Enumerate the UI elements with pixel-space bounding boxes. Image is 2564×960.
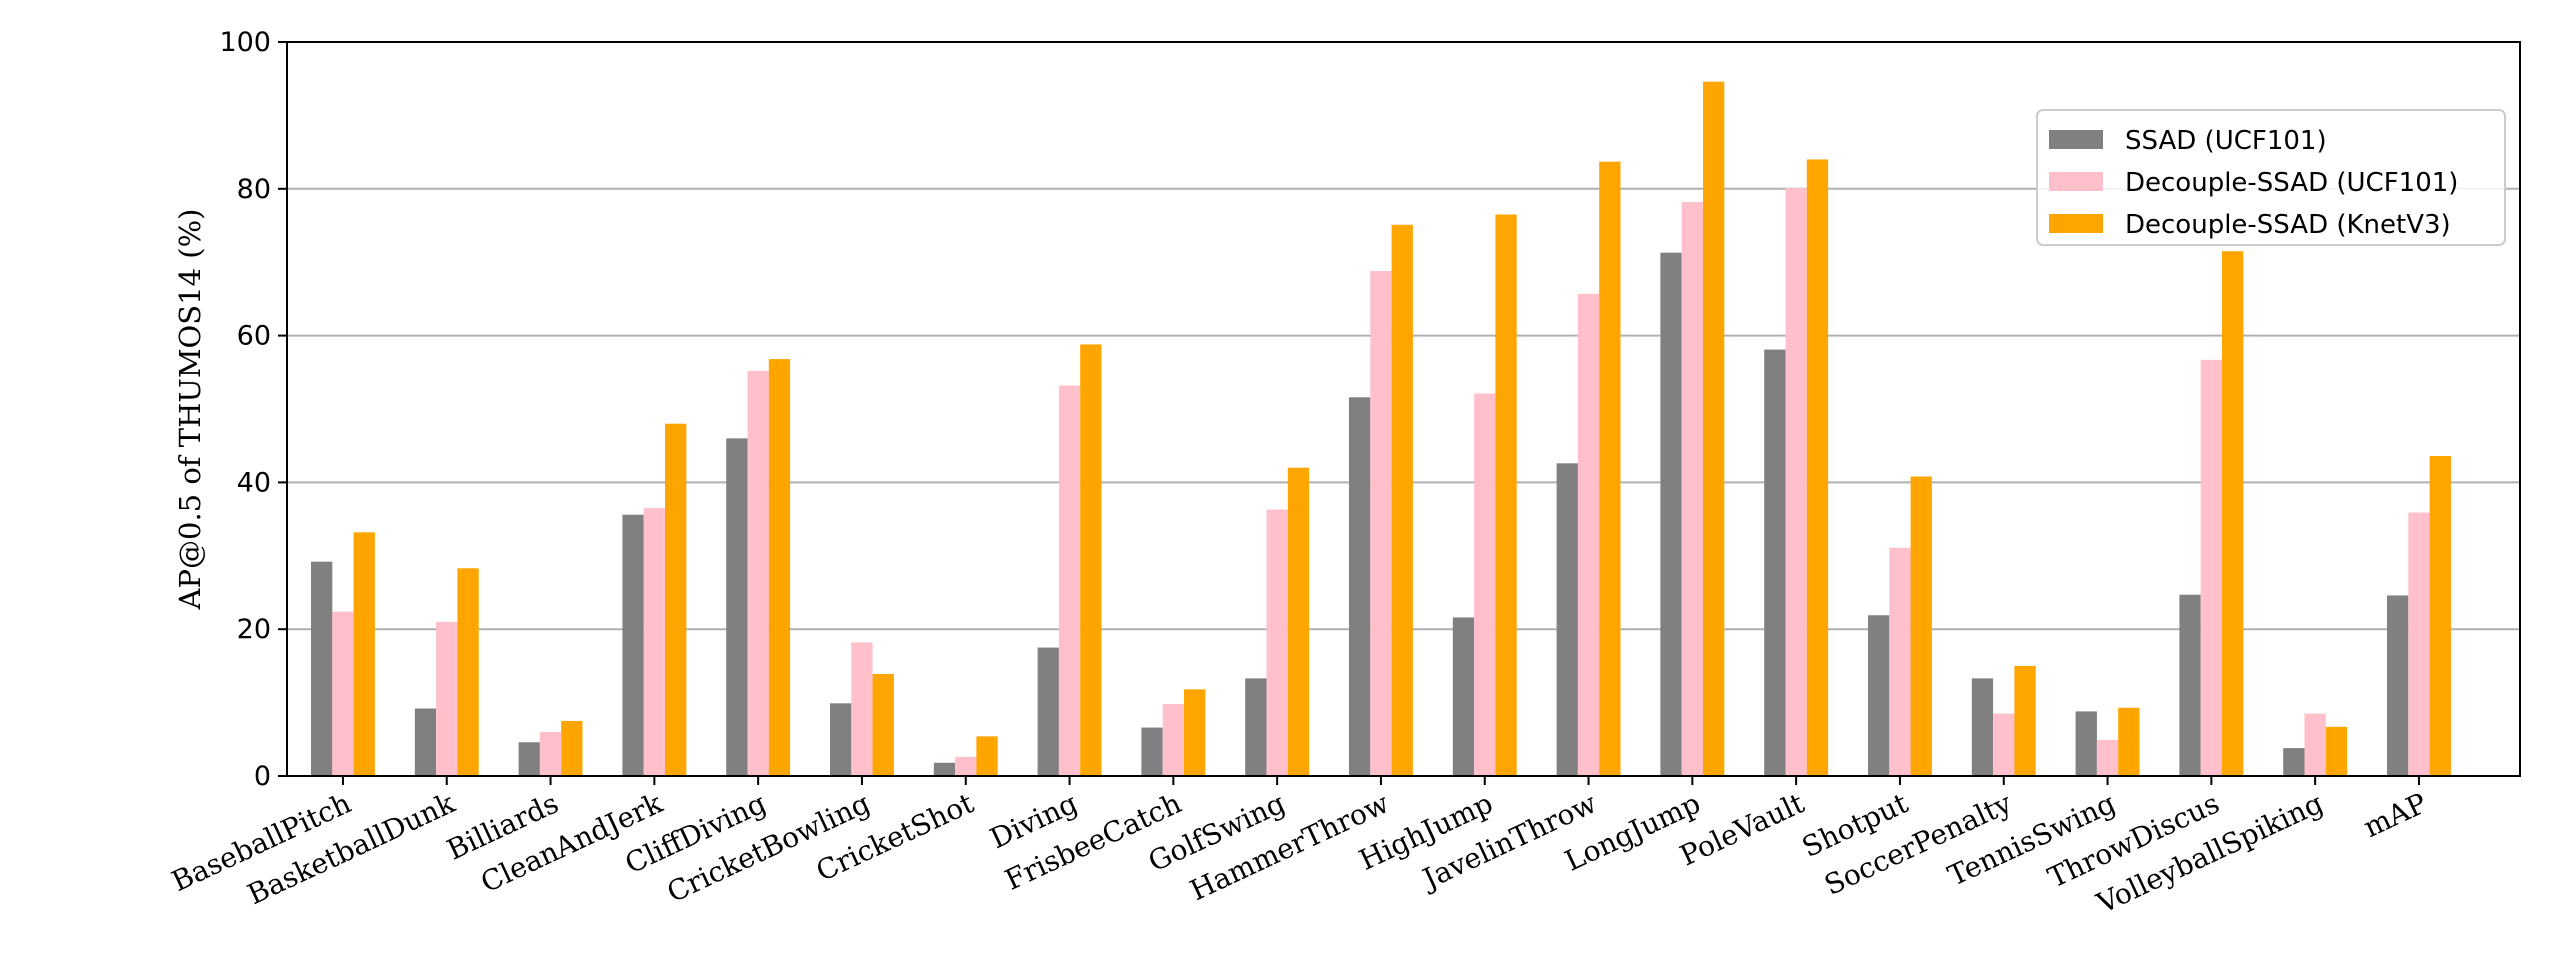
bar [1764, 349, 1786, 776]
y-tick-label: 0 [254, 761, 271, 792]
bar [1868, 615, 1890, 776]
bar [1703, 81, 1725, 777]
bar [2325, 726, 2348, 776]
bar [1080, 344, 1102, 776]
bar [1806, 159, 1829, 776]
bar [1162, 704, 1184, 776]
bar [414, 708, 437, 776]
bar [2200, 359, 2222, 776]
x-tick-label: mAP [2358, 786, 2431, 844]
bar [1058, 385, 1081, 776]
legend-label: SSAD (UCF101) [2125, 126, 2327, 156]
bar [1599, 161, 1621, 777]
bar [1266, 509, 1288, 776]
bar [872, 673, 894, 776]
bar [2283, 748, 2305, 776]
x-axis-ticks: BaseballPitchBasketballDunkBilliardsClea… [167, 776, 2432, 920]
bar [955, 756, 977, 776]
bar [518, 742, 540, 776]
y-tick-label: 80 [237, 174, 271, 205]
bar [2075, 711, 2097, 776]
y-axis-label: AP@0.5 of THUMOS14 (%) [173, 209, 207, 611]
bar [643, 508, 665, 776]
bar [622, 514, 644, 776]
bar [561, 720, 583, 776]
bar [976, 736, 998, 776]
bar [1391, 224, 1413, 777]
bar [311, 561, 333, 776]
bar [332, 611, 354, 776]
bar [1495, 214, 1517, 777]
bar [2014, 665, 2036, 776]
bar [1287, 467, 1310, 776]
bar [1370, 271, 1392, 776]
bar [1452, 617, 1475, 776]
legend-frame [2036, 109, 2506, 246]
bar [457, 568, 479, 776]
bar [1556, 463, 1578, 776]
bar [1681, 202, 1703, 777]
y-axis-ticks: 0 20 40 60 80 100 [219, 27, 287, 792]
bar [1141, 727, 1163, 776]
legend-swatch [2049, 172, 2103, 191]
legend-label: Decouple-SSAD (KnetV3) [2125, 210, 2451, 240]
y-tick-label: 60 [237, 321, 271, 352]
bar [1184, 689, 1206, 776]
bar [1889, 547, 1911, 776]
bar [2096, 740, 2119, 776]
bar [747, 370, 769, 776]
bar [2118, 707, 2140, 776]
bar [851, 642, 873, 776]
bars [311, 81, 2451, 777]
bar [353, 532, 375, 776]
bar [1245, 678, 1267, 776]
legend-label: Decouple-SSAD (UCF101) [2125, 168, 2458, 198]
bar [436, 621, 458, 776]
bar [2429, 455, 2451, 776]
bar [539, 731, 562, 776]
bar [1971, 678, 1994, 776]
bar [2179, 594, 2201, 776]
bar [1660, 252, 1682, 776]
bar [1577, 293, 1600, 776]
y-tick-label: 40 [237, 467, 271, 498]
bar [665, 423, 687, 776]
legend-swatch [2049, 130, 2103, 149]
y-tick-label: 100 [219, 27, 271, 58]
bar [1785, 188, 1807, 777]
legend-swatch [2049, 214, 2103, 233]
bar [830, 703, 852, 776]
bar [2222, 251, 2244, 776]
bar [933, 762, 956, 776]
bar [1993, 713, 2015, 776]
legend: SSAD (UCF101) Decouple-SSAD (UCF101) Decou… [2036, 109, 2506, 246]
bar [1910, 476, 1932, 776]
bar [2408, 512, 2430, 776]
plot-area-frame [286, 41, 2521, 777]
bar [1474, 393, 1496, 776]
bar [2304, 713, 2326, 776]
bar [726, 438, 748, 776]
bar [1349, 397, 1371, 776]
bar [2387, 595, 2409, 776]
y-tick-label: 20 [237, 614, 271, 645]
bar [768, 359, 791, 776]
bar [1037, 647, 1059, 776]
